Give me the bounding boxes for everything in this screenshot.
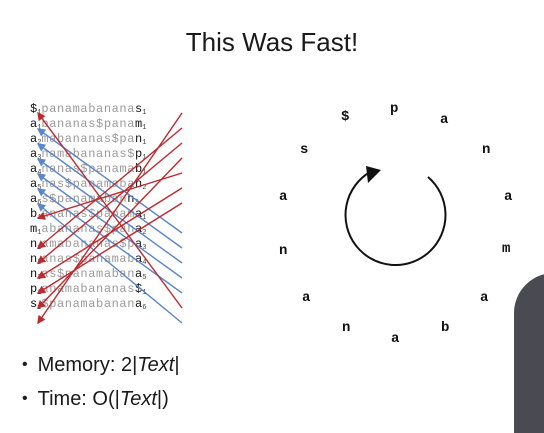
last-column-subscript: 3 [134,199,139,207]
bullet-time: • Time: O(| Text |) [22,382,180,416]
matrix-middle-text: s$panamaban [41,192,128,206]
first-column-char: p [30,282,38,296]
matrix-middle-text: abananas$pan [41,222,136,236]
matrix-row: m1abananas$pana2 [30,222,146,237]
bullet-memory: • Memory: 2| Text | [22,348,180,382]
wheel-letter: a [504,189,513,205]
matrix-row: n3as$panamabana5 [30,267,146,282]
matrix-row: s1$panamabanana6 [30,297,146,312]
first-column-char: b [30,207,38,221]
first-column-char: a [30,162,38,176]
matrix-middle-text: amabananas$p [41,237,136,251]
slide-title: This Was Fast! [185,27,359,57]
wheel-letter: n [342,320,351,336]
bullet-suffix: |) [156,388,169,410]
matrix-middle-text: bananas$pana [41,117,136,131]
presenter-silhouette [514,273,544,433]
first-column-char: a [30,117,38,131]
matrix-middle-text: ananas$panam [41,207,136,221]
last-column-subscript: 3 [142,244,147,252]
matrix-middle-text: panamabanana [41,102,136,116]
bullet-italic-text: Text [119,388,157,410]
wheel-letter: a [279,189,288,205]
matrix-middle-text: anas$panamab [41,252,136,266]
matrix-row: b1ananas$panama1 [30,207,146,222]
last-column-subscript: 4 [142,259,147,267]
bwt-matrix: $1panamabananas1 a1bananas$panam1 a2maba… [30,102,146,312]
matrix-row: a6s$panamabann3 [30,192,146,207]
first-column-char: n [30,252,38,266]
matrix-row: a3namabananas$p1 [30,147,146,162]
last-column-subscript: 1 [142,154,147,162]
last-column-char: s [135,102,143,116]
bullet-list: • Memory: 2| Text | • Time: O(| Text |) [22,348,180,416]
matrix-row: p1anamabananas$1 [30,282,146,297]
bullet-dot-icon: • [22,390,28,407]
matrix-middle-text: nanas$panama [41,162,136,176]
bullet-dot-icon: • [22,356,28,373]
last-column-subscript: 2 [142,229,147,237]
matrix-middle-text: nas$panamaba [41,177,136,191]
wheel-letter: a [391,331,400,347]
first-column-char: m [30,222,38,236]
wheel-letter: a [302,290,311,306]
matrix-row: a4nanas$panamab1 [30,162,146,177]
last-column-subscript: 1 [142,289,147,297]
last-column-subscript: 1 [142,139,147,147]
bullet-text: Time: O(| [37,388,120,410]
last-column-subscript: 1 [142,124,147,132]
matrix-row: $1panamabananas1 [30,102,146,117]
wheel-letter: b [441,320,450,336]
matrix-middle-text: mabananas$pa [41,132,136,146]
wheel-letter: a [480,290,489,306]
first-column-char: $ [30,102,38,116]
last-column-subscript: 1 [142,109,147,117]
last-column-subscript: 2 [142,184,147,192]
last-column-subscript: 1 [142,169,147,177]
matrix-middle-text: $panamabanan [41,297,136,311]
wheel-letter: m [502,241,511,257]
bullet-suffix: | [174,354,180,376]
matrix-middle-text: anamabananas [41,282,136,296]
matrix-row: a2mabananas$pan1 [30,132,146,147]
wheel-letter: s [300,142,309,158]
matrix-middle-text: as$panamaban [41,267,136,281]
bullet-italic-text: Text [137,354,175,376]
matrix-middle-text: namabananas$ [41,147,136,161]
wheel-letter: p [390,101,399,117]
wheel-letter: n [482,142,491,158]
wheel-letter: $ [341,109,350,125]
wheel-letter: a [440,112,449,128]
last-column-subscript: 5 [142,274,147,282]
first-column-char: a [30,132,38,146]
last-column-subscript: 6 [142,304,147,312]
first-column-char: a [30,177,38,191]
first-column-char: a [30,192,38,206]
last-column-subscript: 1 [142,214,147,222]
wheel-letter: n [279,243,288,259]
first-column-char: n [30,267,38,281]
first-column-char: s [30,297,38,311]
bullet-text: Memory: 2| [37,354,138,376]
matrix-row: a5nas$panamaban2 [30,177,146,192]
matrix-row: n2anas$panamaba4 [30,252,146,267]
matrix-row: n1amabananas$pa3 [30,237,146,252]
first-column-char: n [30,237,38,251]
matrix-row: a1bananas$panam1 [30,117,146,132]
first-column-char: a [30,147,38,161]
